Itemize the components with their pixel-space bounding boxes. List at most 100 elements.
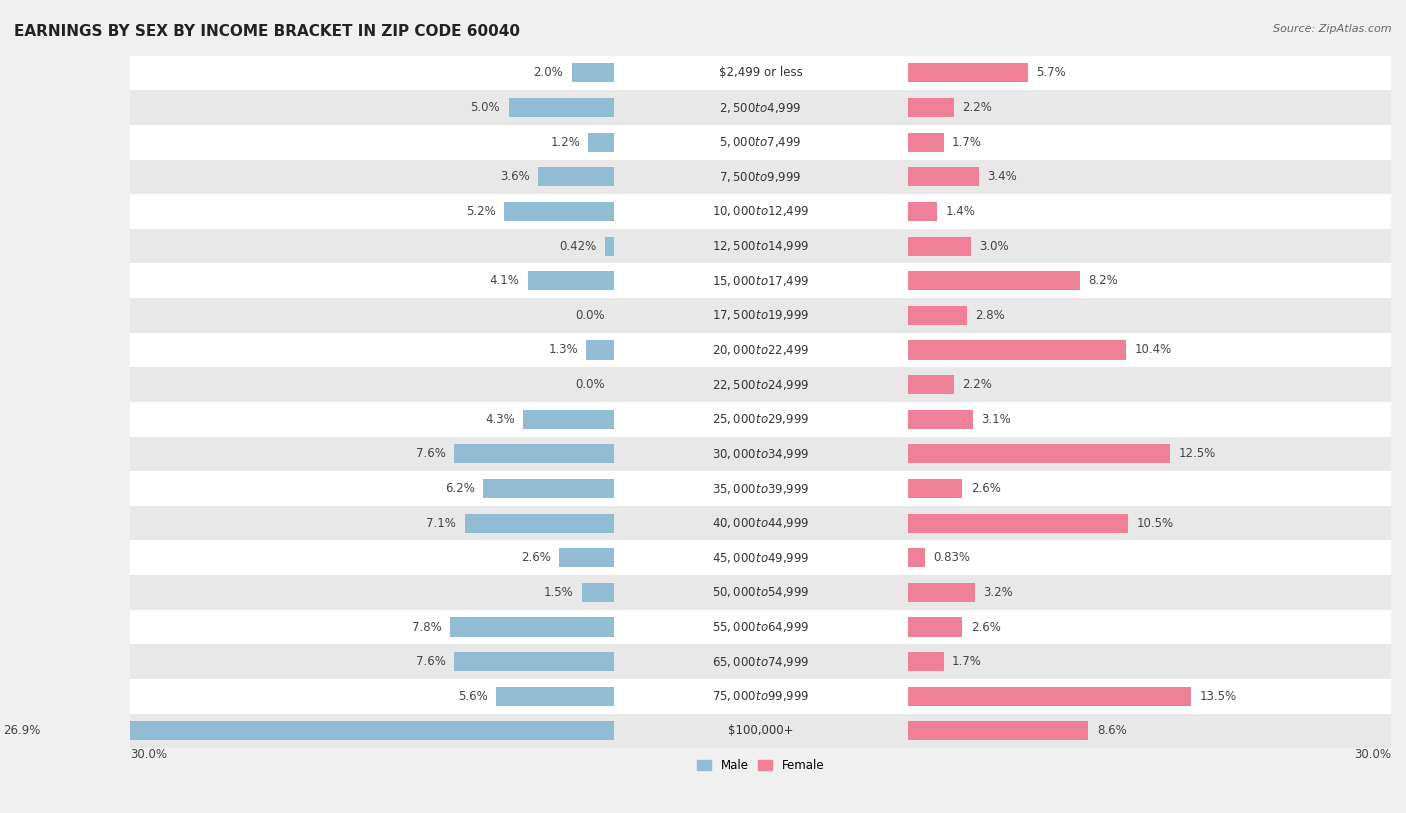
Text: $40,000 to $44,999: $40,000 to $44,999 xyxy=(711,516,810,530)
Bar xyxy=(908,98,955,117)
Bar xyxy=(131,714,1391,748)
Text: $5,000 to $7,499: $5,000 to $7,499 xyxy=(720,135,801,150)
Text: $50,000 to $54,999: $50,000 to $54,999 xyxy=(711,585,810,599)
Text: 5.2%: 5.2% xyxy=(467,205,496,218)
Bar xyxy=(131,402,1391,437)
Text: 3.6%: 3.6% xyxy=(501,171,530,184)
Bar xyxy=(560,548,613,567)
Bar xyxy=(908,63,1028,82)
Bar xyxy=(908,375,955,394)
Bar xyxy=(131,472,1391,506)
Text: 10.4%: 10.4% xyxy=(1135,343,1173,356)
Text: 1.3%: 1.3% xyxy=(548,343,578,356)
Bar xyxy=(484,479,613,498)
Bar xyxy=(523,410,613,428)
Text: 1.2%: 1.2% xyxy=(550,136,581,149)
Text: 13.5%: 13.5% xyxy=(1199,689,1237,702)
Text: $35,000 to $39,999: $35,000 to $39,999 xyxy=(711,481,810,495)
Bar xyxy=(908,514,1129,533)
Text: $22,500 to $24,999: $22,500 to $24,999 xyxy=(711,377,810,392)
Bar xyxy=(131,333,1391,367)
Bar xyxy=(908,410,973,428)
Text: $65,000 to $74,999: $65,000 to $74,999 xyxy=(711,654,810,668)
Text: 7.1%: 7.1% xyxy=(426,516,456,529)
Text: $25,000 to $29,999: $25,000 to $29,999 xyxy=(711,412,810,426)
Text: 0.42%: 0.42% xyxy=(560,240,596,253)
Text: 3.1%: 3.1% xyxy=(981,413,1011,426)
Bar xyxy=(131,437,1391,472)
Bar xyxy=(131,679,1391,714)
Bar xyxy=(454,652,613,672)
Bar xyxy=(496,687,613,706)
Text: 6.2%: 6.2% xyxy=(446,482,475,495)
Bar xyxy=(131,55,1391,90)
Text: $100,000+: $100,000+ xyxy=(728,724,793,737)
Bar xyxy=(908,721,1088,741)
Text: $20,000 to $22,499: $20,000 to $22,499 xyxy=(711,343,810,357)
Text: 2.2%: 2.2% xyxy=(963,378,993,391)
Text: 7.6%: 7.6% xyxy=(416,447,446,460)
Text: 0.0%: 0.0% xyxy=(575,309,605,322)
Bar xyxy=(908,687,1191,706)
Bar xyxy=(908,618,963,637)
Text: 30.0%: 30.0% xyxy=(1354,748,1391,761)
Text: 4.3%: 4.3% xyxy=(485,413,515,426)
Text: $55,000 to $64,999: $55,000 to $64,999 xyxy=(711,620,810,634)
Bar xyxy=(131,298,1391,333)
Bar xyxy=(538,167,613,186)
Text: 30.0%: 30.0% xyxy=(131,748,167,761)
Text: 8.6%: 8.6% xyxy=(1097,724,1126,737)
Text: EARNINGS BY SEX BY INCOME BRACKET IN ZIP CODE 60040: EARNINGS BY SEX BY INCOME BRACKET IN ZIP… xyxy=(14,24,520,39)
Bar xyxy=(131,228,1391,263)
Bar xyxy=(908,306,966,325)
Text: 2.6%: 2.6% xyxy=(970,620,1001,633)
Text: $15,000 to $17,499: $15,000 to $17,499 xyxy=(711,274,810,288)
Bar xyxy=(908,548,925,567)
Bar xyxy=(131,541,1391,575)
Bar xyxy=(908,652,943,672)
Bar xyxy=(131,610,1391,645)
Text: 2.6%: 2.6% xyxy=(970,482,1001,495)
Text: $12,500 to $14,999: $12,500 to $14,999 xyxy=(711,239,810,253)
Bar xyxy=(908,583,974,602)
Text: Source: ZipAtlas.com: Source: ZipAtlas.com xyxy=(1274,24,1392,34)
Bar xyxy=(586,341,613,359)
Text: 0.83%: 0.83% xyxy=(934,551,970,564)
Bar xyxy=(464,514,613,533)
Bar xyxy=(131,367,1391,402)
Text: 2.6%: 2.6% xyxy=(520,551,551,564)
Text: 4.1%: 4.1% xyxy=(489,274,519,287)
Text: $30,000 to $34,999: $30,000 to $34,999 xyxy=(711,447,810,461)
Text: $75,000 to $99,999: $75,000 to $99,999 xyxy=(711,689,810,703)
Bar xyxy=(527,272,613,290)
Text: $10,000 to $12,499: $10,000 to $12,499 xyxy=(711,205,810,219)
Bar xyxy=(131,506,1391,541)
Text: 26.9%: 26.9% xyxy=(3,724,41,737)
Bar xyxy=(131,645,1391,679)
Text: 1.7%: 1.7% xyxy=(952,655,981,668)
Text: $2,499 or less: $2,499 or less xyxy=(718,67,803,80)
Bar xyxy=(908,479,963,498)
Bar xyxy=(505,202,613,221)
Text: 12.5%: 12.5% xyxy=(1178,447,1216,460)
Text: $7,500 to $9,999: $7,500 to $9,999 xyxy=(720,170,801,184)
Bar xyxy=(131,263,1391,298)
Text: 1.5%: 1.5% xyxy=(544,586,574,599)
Text: 10.5%: 10.5% xyxy=(1137,516,1174,529)
Bar xyxy=(605,237,613,255)
Text: 3.4%: 3.4% xyxy=(987,171,1018,184)
Bar xyxy=(908,202,938,221)
Text: 0.0%: 0.0% xyxy=(575,378,605,391)
Text: 5.7%: 5.7% xyxy=(1036,67,1066,80)
Text: 2.0%: 2.0% xyxy=(533,67,564,80)
Bar xyxy=(582,583,613,602)
Text: 3.2%: 3.2% xyxy=(983,586,1014,599)
Bar xyxy=(131,194,1391,228)
Text: 5.0%: 5.0% xyxy=(471,101,501,114)
Bar xyxy=(49,721,613,741)
Bar xyxy=(908,167,979,186)
Bar xyxy=(450,618,613,637)
Bar xyxy=(509,98,613,117)
Bar xyxy=(908,272,1080,290)
Text: $2,500 to $4,999: $2,500 to $4,999 xyxy=(720,101,801,115)
